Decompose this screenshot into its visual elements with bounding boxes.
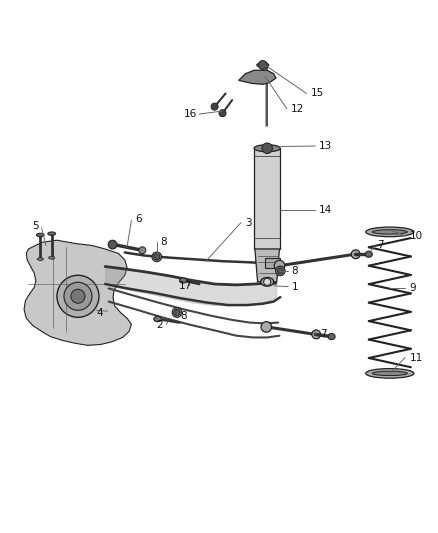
Ellipse shape	[328, 334, 335, 340]
Ellipse shape	[154, 317, 162, 322]
Ellipse shape	[254, 145, 280, 152]
Circle shape	[108, 240, 117, 249]
Circle shape	[264, 278, 271, 285]
Circle shape	[139, 247, 146, 254]
Polygon shape	[255, 249, 279, 282]
Ellipse shape	[37, 258, 43, 260]
Ellipse shape	[366, 368, 414, 378]
Circle shape	[274, 260, 285, 271]
Text: 14: 14	[319, 205, 332, 215]
Text: 7: 7	[378, 240, 384, 251]
Circle shape	[277, 268, 283, 274]
Text: 7: 7	[320, 329, 326, 340]
Ellipse shape	[36, 233, 44, 237]
Ellipse shape	[152, 252, 162, 262]
Ellipse shape	[257, 63, 269, 67]
Polygon shape	[254, 148, 280, 249]
Circle shape	[71, 289, 85, 303]
Text: 6: 6	[135, 214, 141, 224]
Text: 11: 11	[410, 353, 423, 362]
Text: 8: 8	[180, 311, 187, 320]
Ellipse shape	[48, 232, 56, 236]
Circle shape	[258, 61, 267, 69]
Circle shape	[57, 275, 99, 317]
Text: 16: 16	[184, 109, 197, 119]
Ellipse shape	[49, 256, 55, 259]
Circle shape	[154, 254, 160, 260]
Text: 2: 2	[156, 320, 162, 330]
Ellipse shape	[261, 278, 274, 286]
Text: 12: 12	[291, 104, 304, 114]
Ellipse shape	[372, 371, 407, 376]
Ellipse shape	[276, 266, 285, 276]
Circle shape	[219, 110, 226, 117]
Circle shape	[351, 250, 360, 259]
Text: 8: 8	[160, 237, 167, 247]
Ellipse shape	[172, 308, 182, 317]
Ellipse shape	[180, 278, 187, 283]
Text: 5: 5	[32, 221, 39, 231]
Polygon shape	[265, 258, 280, 268]
Text: 10: 10	[410, 231, 423, 241]
Text: 4: 4	[96, 309, 103, 318]
Text: 17: 17	[179, 281, 192, 291]
Ellipse shape	[372, 230, 407, 234]
Text: 13: 13	[319, 141, 332, 151]
Ellipse shape	[366, 227, 414, 237]
Circle shape	[64, 282, 92, 310]
Ellipse shape	[365, 251, 372, 257]
Text: 9: 9	[410, 284, 416, 293]
Text: 3: 3	[245, 217, 252, 228]
Circle shape	[211, 103, 218, 110]
Polygon shape	[239, 70, 276, 84]
Polygon shape	[24, 240, 131, 345]
Circle shape	[261, 322, 272, 332]
Circle shape	[312, 330, 321, 339]
Text: 1: 1	[292, 281, 298, 292]
Circle shape	[174, 310, 180, 316]
Circle shape	[262, 143, 272, 154]
Text: 8: 8	[292, 266, 298, 276]
Text: 15: 15	[311, 88, 324, 99]
